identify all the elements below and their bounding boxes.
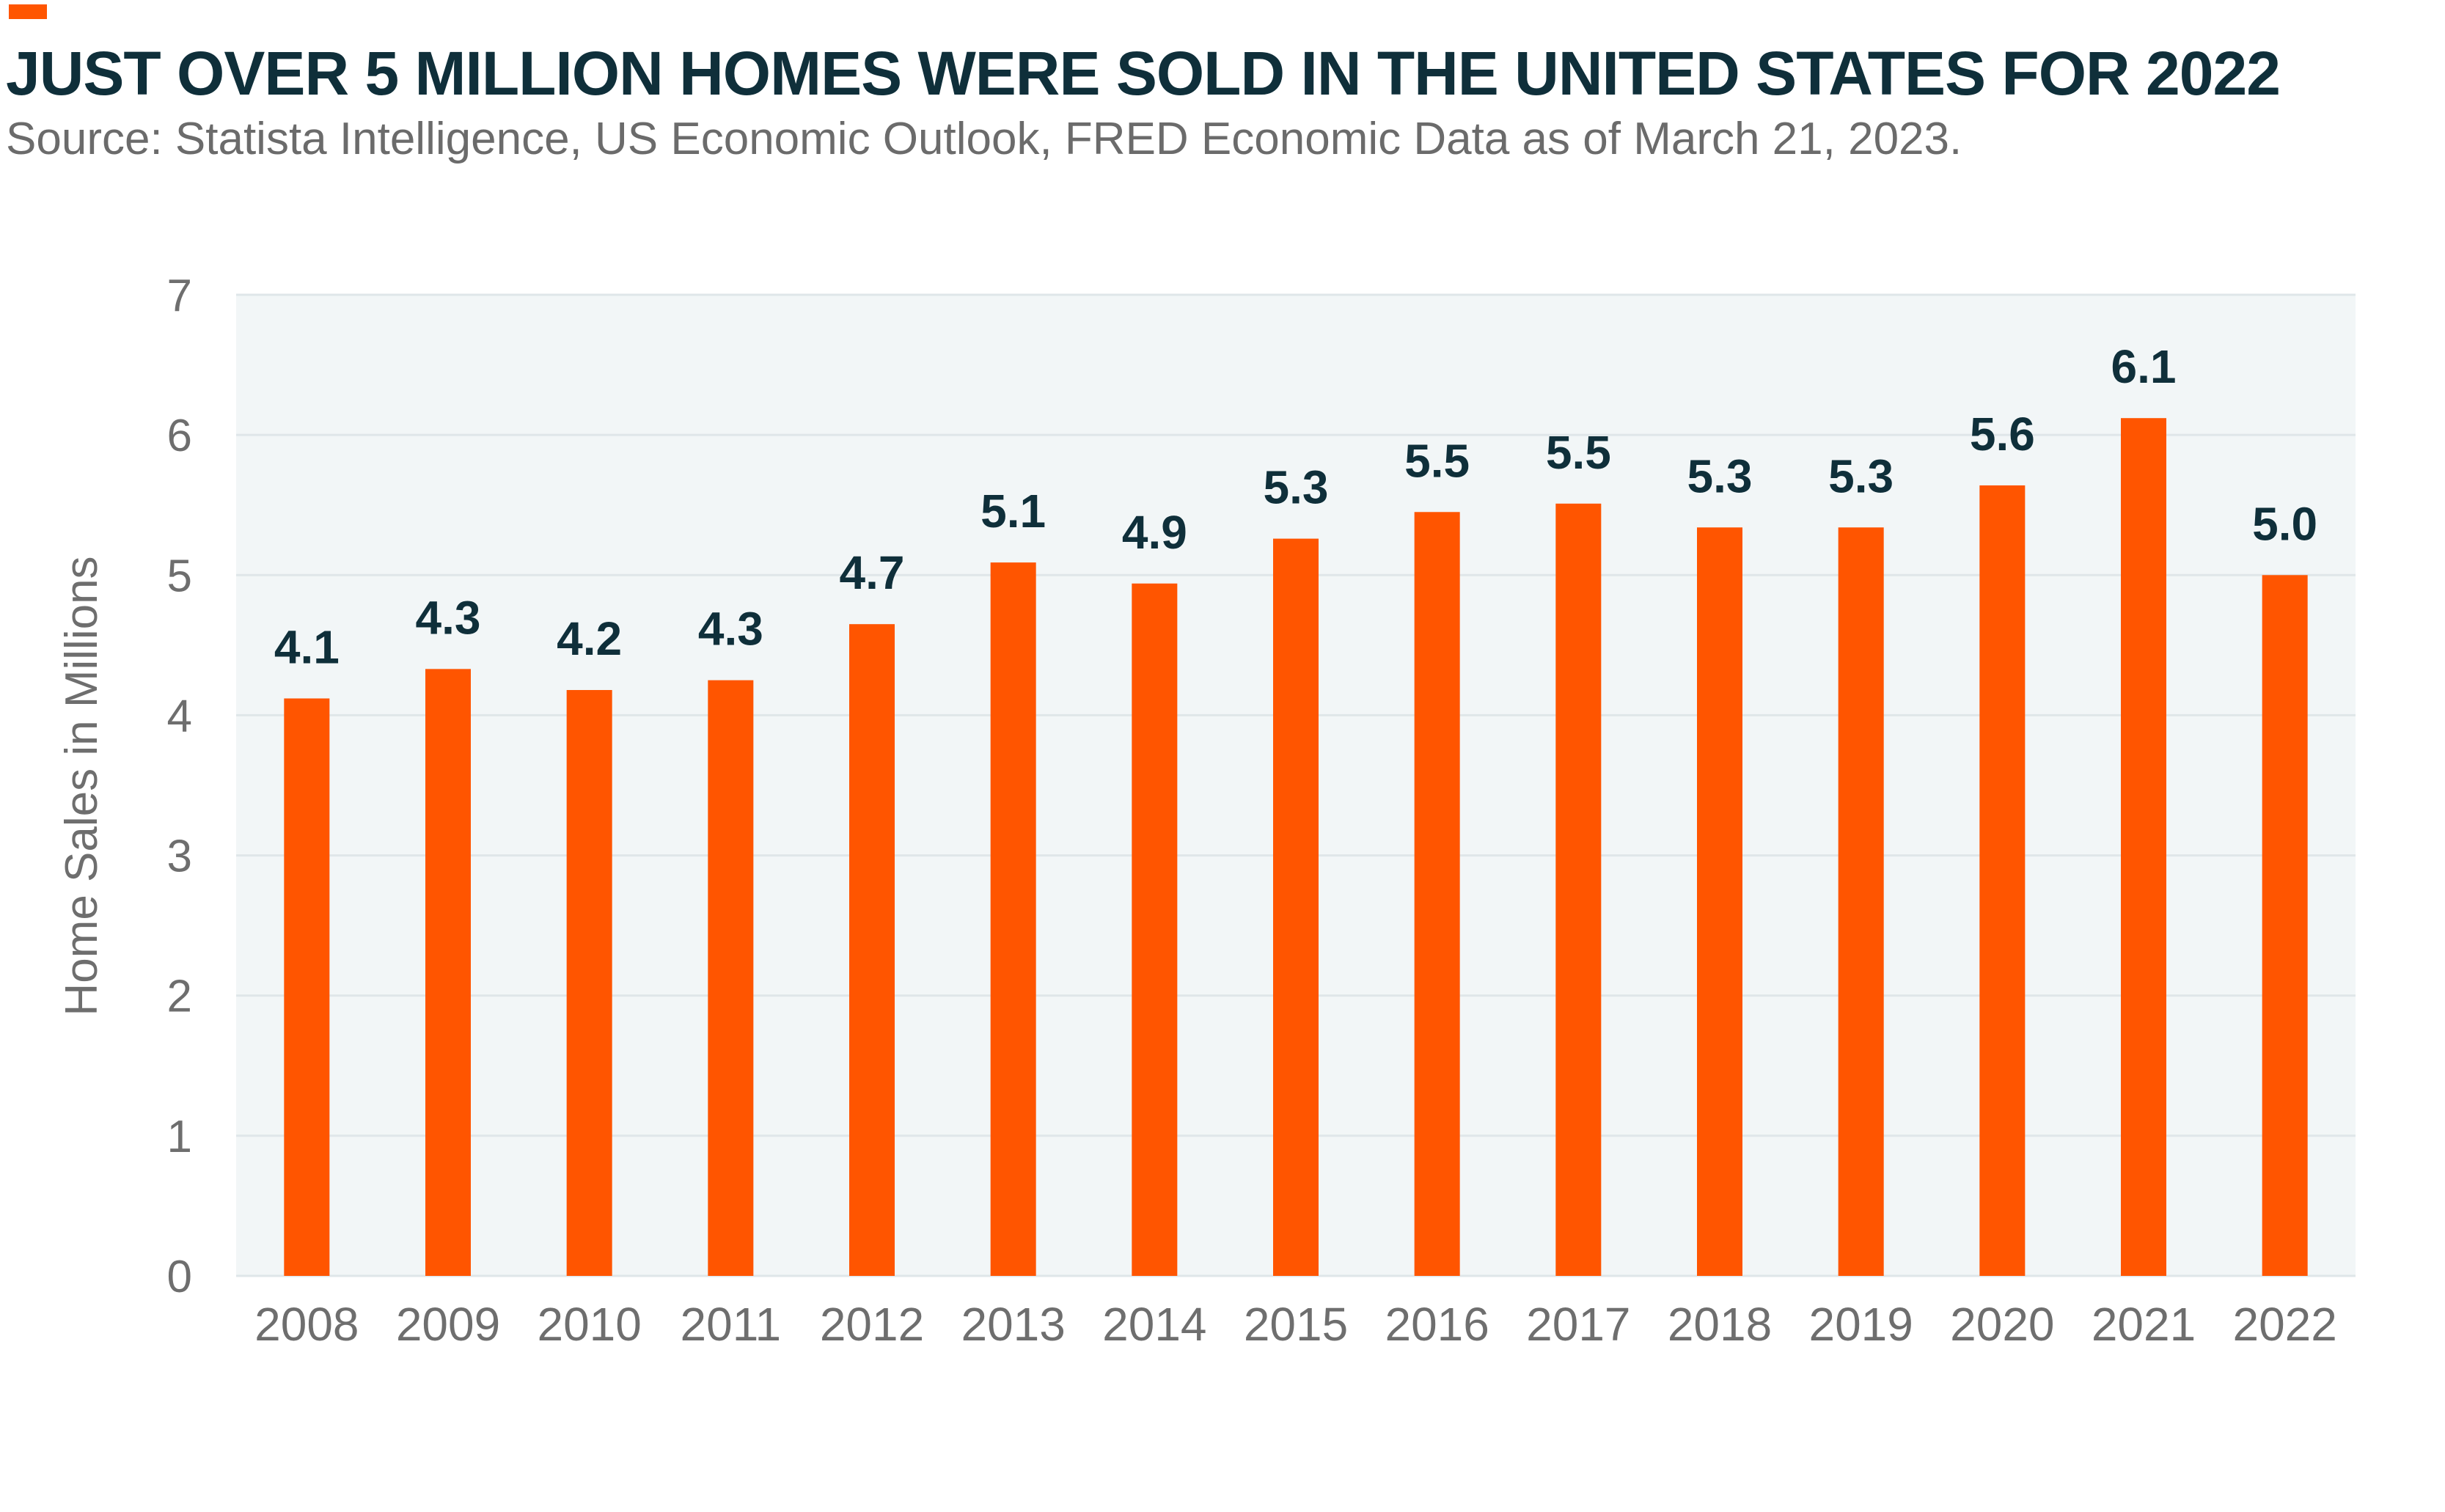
x-tick-label: 2008: [254, 1298, 359, 1351]
y-tick-label: 0: [167, 1252, 192, 1302]
x-tick-label: 2019: [1808, 1298, 1913, 1351]
bar: [1132, 583, 1178, 1276]
x-tick-label: 2013: [961, 1298, 1065, 1351]
x-tick-label: 2017: [1526, 1298, 1630, 1351]
y-tick-label: 3: [167, 832, 192, 882]
bar: [708, 680, 754, 1276]
bar: [1979, 485, 2026, 1276]
bar: [990, 562, 1036, 1276]
chart-source: Source: Statista Intelligence, US Econom…: [6, 114, 1962, 164]
bars: [284, 418, 2308, 1276]
data-label: 5.3: [1687, 449, 1753, 502]
x-tick-label: 2020: [1950, 1298, 2054, 1351]
data-label: 5.3: [1828, 449, 1894, 502]
x-tick-labels: 2008 2009 2010 2011 2012 2013 2014 2015 2016 2017…: [254, 1298, 2337, 1351]
data-label: 4.3: [698, 603, 763, 656]
bar: [1273, 538, 1319, 1276]
x-tick-label: 2010: [537, 1298, 641, 1351]
x-tick-label: 2015: [1244, 1298, 1348, 1351]
y-tick-label: 6: [167, 411, 192, 461]
bar: [1414, 512, 1460, 1276]
data-label: 5.0: [2252, 497, 2317, 550]
y-tick-label: 7: [167, 271, 192, 321]
y-tick-label: 5: [167, 551, 192, 601]
data-label: 4.3: [416, 591, 481, 644]
bar: [425, 669, 471, 1276]
accent-mark: [9, 4, 47, 19]
data-label: 6.1: [2111, 340, 2177, 393]
bar: [1697, 527, 1742, 1276]
x-tick-label: 2021: [2092, 1298, 2196, 1351]
data-label: 5.5: [1404, 434, 1470, 487]
data-label: 5.1: [980, 485, 1046, 537]
data-label: 4.2: [557, 612, 622, 665]
y-axis-label: Home Sales in Millions: [56, 556, 107, 1016]
bar: [284, 698, 330, 1276]
y-tick-label: 2: [167, 972, 192, 1022]
bar: [1838, 527, 1884, 1276]
x-tick-label: 2022: [2232, 1298, 2336, 1351]
x-tick-label: 2014: [1102, 1298, 1206, 1351]
x-tick-label: 2018: [1668, 1298, 1772, 1351]
y-tick-label: 4: [167, 691, 192, 741]
x-tick-label: 2009: [396, 1298, 500, 1351]
data-label: 5.3: [1264, 461, 1329, 514]
bar: [1555, 503, 1602, 1276]
bar: [849, 624, 895, 1276]
y-tick-label: 1: [167, 1112, 192, 1162]
chart-title: JUST OVER 5 MILLION HOMES WERE SOLD IN T…: [6, 39, 2281, 108]
bar: [2262, 575, 2308, 1276]
bar: [2121, 418, 2166, 1276]
data-label: 5.5: [1546, 426, 1611, 479]
data-labels: 4.1 4.3 4.2 4.3 4.7 5.1 4.9 5.3 5.5 5.5 5.3 5.3 5.6 6…: [274, 340, 2317, 673]
data-label: 4.9: [1122, 506, 1187, 559]
bar: [566, 690, 612, 1276]
data-label: 4.1: [274, 620, 340, 673]
y-tick-labels: 0 1 2 3 4 5 6 7: [167, 271, 192, 1302]
data-label: 5.6: [1970, 408, 2035, 460]
x-tick-label: 2012: [820, 1298, 924, 1351]
data-label: 4.7: [840, 546, 905, 599]
x-tick-label: 2011: [681, 1298, 782, 1351]
x-tick-label: 2016: [1385, 1298, 1489, 1351]
